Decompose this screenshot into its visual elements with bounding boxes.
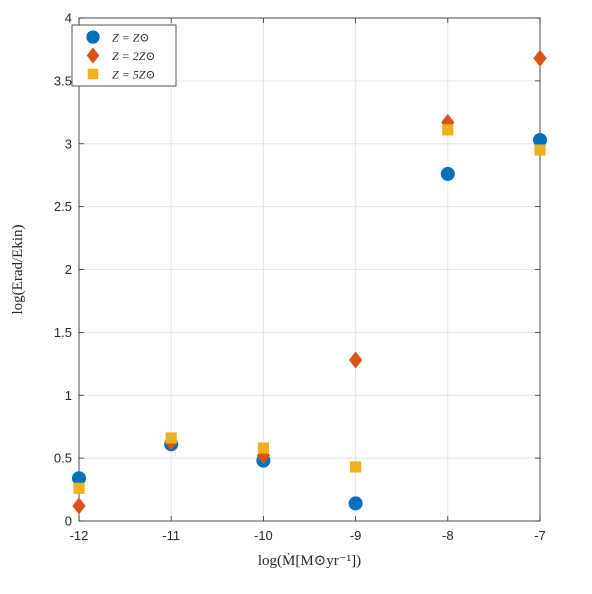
data-point-square [73, 482, 85, 494]
y-tick-label: 1.5 [54, 325, 72, 340]
legend-entry: Z = 5Z⊙ [87, 68, 156, 82]
legend-marker-circle [86, 30, 100, 44]
x-tick-label: -12 [70, 528, 89, 543]
data-point-diamond [72, 497, 86, 515]
data-point-diamond [348, 351, 363, 369]
x-tick-label: -10 [254, 528, 273, 543]
y-tick-label: 2.5 [54, 199, 72, 214]
y-tick-label: 0.5 [54, 451, 72, 466]
series-2 [72, 49, 547, 515]
data-point-square [165, 432, 177, 444]
data-point-circle [440, 166, 455, 181]
x-tick-label: -8 [442, 528, 454, 543]
data-point-square [257, 442, 269, 454]
legend-label: Z = 2Z⊙ [112, 49, 156, 63]
series-1 [71, 132, 548, 511]
data-marks [71, 49, 548, 515]
data-point-square [350, 461, 362, 473]
legend-label: Z = 5Z⊙ [112, 68, 156, 82]
legend: Z = Z⊙ Z = 2Z⊙ Z = 5Z⊙ [71, 24, 177, 87]
data-point-diamond [533, 49, 547, 67]
y-tick-label: 1 [65, 388, 72, 403]
grid [78, 17, 541, 522]
y-tick-label: 2 [65, 262, 72, 277]
legend-entry: Z = Z⊙ [86, 30, 150, 45]
y-tick-label: 3.5 [54, 73, 72, 88]
y-tick-label: 3 [65, 136, 72, 151]
x-tick-label: -7 [534, 528, 546, 543]
legend-marker-square [87, 68, 99, 80]
x-axis-label: log(Ṁ[M⊙yr⁻¹]) [258, 553, 361, 569]
x-tick-label: -11 [162, 528, 180, 543]
data-point-square [442, 124, 454, 136]
series-3 [73, 124, 546, 494]
data-point-circle [532, 132, 548, 147]
data-point-circle [71, 471, 87, 486]
legend-marker-diamond [86, 47, 100, 64]
legend-entry: Z = 2Z⊙ [86, 47, 156, 64]
data-point-square [534, 144, 546, 156]
y-axis-label: log(Erad/Ekin) [10, 225, 26, 315]
legend-label: Z = Z⊙ [112, 31, 150, 45]
legend-items: Z = Z⊙ Z = 2Z⊙ Z = 5Z⊙ [86, 30, 156, 82]
y-tick-label: 4 [65, 11, 72, 26]
data-point-circle [348, 496, 363, 511]
axis-ticks: -12 -11 -10 -9 -8 -7 0 0.5 1 1.5 2 2.5 3 3.5 4 [54, 11, 546, 544]
x-tick-label: -9 [350, 528, 362, 543]
y-tick-label: 0 [65, 514, 72, 529]
